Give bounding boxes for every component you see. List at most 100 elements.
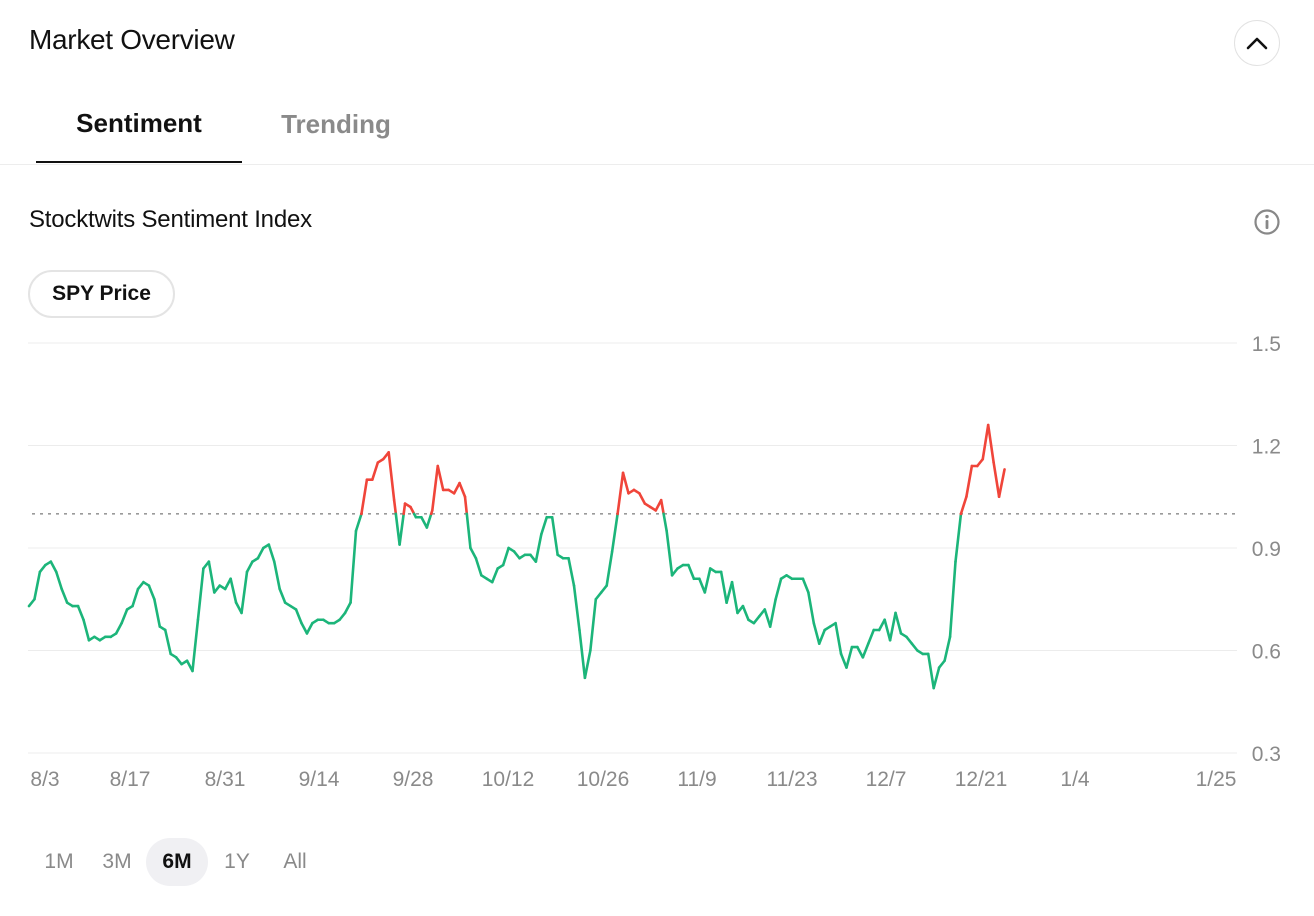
line-segment	[360, 478, 369, 516]
line-segment	[300, 621, 309, 635]
line-segment	[136, 580, 145, 591]
line-segment	[465, 512, 472, 550]
tab-trending[interactable]: Trending	[281, 109, 391, 139]
x-tick-label: 10/26	[577, 768, 630, 791]
range-all-button[interactable]: All	[283, 850, 307, 873]
spy-price-toggle[interactable]: SPY Price	[28, 270, 175, 318]
line-segment	[768, 597, 777, 628]
line-segment	[534, 533, 543, 563]
line-segment	[33, 570, 42, 601]
line-segment	[662, 512, 668, 533]
x-axis-ticks: 8/3 8/17 8/31 9/14 9/28 10/12 10/26 11/9 11/23 12…	[30, 768, 1236, 791]
line-segment	[38, 563, 47, 574]
line-segment	[578, 628, 587, 680]
range-6m-button[interactable]: 6M	[146, 838, 208, 886]
x-tick-label: 11/23	[767, 768, 818, 791]
line-segment	[752, 615, 761, 625]
line-segment	[229, 577, 238, 604]
line-segment	[512, 550, 521, 560]
line-segment	[76, 604, 85, 622]
line-segment	[131, 587, 140, 608]
line-segment	[812, 621, 821, 645]
line-segment	[926, 652, 936, 690]
line-segment	[294, 608, 303, 625]
line-segment	[343, 601, 352, 615]
line-segment	[501, 546, 510, 567]
line-segment	[474, 556, 483, 577]
line-segment	[207, 560, 216, 594]
line-segment	[392, 498, 398, 516]
chevron-up-icon	[1246, 37, 1268, 50]
line-segment	[354, 512, 363, 533]
x-tick-label: 9/14	[299, 768, 340, 791]
line-segment	[452, 481, 461, 495]
line-segment	[163, 628, 172, 656]
x-tick-label: 12/21	[955, 768, 1008, 791]
line-segment	[153, 597, 162, 628]
line-segment	[719, 570, 728, 604]
line-segment	[539, 515, 549, 536]
line-segment	[213, 584, 222, 594]
line-segment	[599, 584, 609, 594]
line-segment	[992, 461, 1001, 499]
x-tick-label: 9/28	[393, 768, 434, 791]
line-segment	[82, 618, 91, 642]
line-segment	[583, 649, 592, 680]
range-1m-button[interactable]: 1M	[44, 850, 74, 873]
info-icon	[1254, 209, 1280, 235]
line-segment	[436, 464, 445, 492]
line-segment	[856, 645, 865, 659]
line-segment	[981, 423, 990, 461]
page-title: Market Overview	[29, 24, 235, 55]
line-segment	[943, 635, 952, 663]
line-segment	[845, 645, 854, 669]
line-segment	[659, 498, 665, 516]
line-segment	[425, 512, 433, 529]
line-segment	[948, 560, 957, 639]
y-tick-label: 1.2	[1252, 436, 1281, 459]
section-title: Stocktwits Sentiment Index	[29, 206, 312, 233]
line-segment	[741, 604, 750, 622]
line-segment	[305, 621, 314, 635]
info-button[interactable]	[1253, 208, 1281, 236]
line-segment	[801, 577, 810, 594]
line-segment	[147, 584, 156, 601]
x-tick-label: 10/12	[482, 768, 535, 791]
line-segment	[490, 567, 500, 584]
tab-sentiment[interactable]: Sentiment	[36, 86, 242, 163]
line-segment	[905, 635, 914, 645]
y-tick-label: 0.6	[1252, 641, 1281, 664]
line-segment	[240, 570, 249, 615]
x-tick-label: 8/3	[30, 768, 59, 791]
line-segment	[278, 587, 287, 604]
x-tick-label: 12/7	[866, 768, 907, 791]
line-segment	[861, 642, 870, 659]
line-segment	[817, 628, 827, 645]
time-range-selector: 1M 3M 6M 1Y All	[30, 838, 324, 886]
line-segment	[114, 621, 123, 635]
line-segment	[338, 611, 347, 622]
line-segment	[839, 652, 848, 669]
line-segment	[349, 529, 358, 604]
line-segment	[965, 464, 974, 499]
range-1y-button[interactable]: 1Y	[224, 850, 250, 873]
line-segment	[387, 451, 396, 502]
line-segment	[670, 567, 679, 577]
line-segment	[954, 512, 963, 563]
line-segment	[910, 642, 919, 652]
line-segment	[698, 577, 707, 594]
sentiment-chart: 1.5 1.2 0.9 0.6 0.3 8/3 8/17 8/31 9/14 9/28 10/12…	[27, 333, 1281, 791]
line-segment	[834, 621, 843, 656]
line-segment	[256, 546, 265, 560]
range-3m-button[interactable]: 3M	[102, 850, 132, 873]
line-segment	[807, 591, 816, 625]
line-segment	[458, 481, 467, 499]
y-tick-label: 0.3	[1252, 743, 1281, 766]
collapse-button[interactable]	[1234, 20, 1280, 66]
line-segment	[621, 471, 630, 495]
line-segment	[463, 495, 469, 516]
line-segment	[567, 556, 576, 587]
line-segment	[763, 608, 772, 628]
line-segment	[703, 567, 712, 594]
y-axis-ticks: 1.5 1.2 0.9 0.6 0.3	[1252, 333, 1281, 766]
